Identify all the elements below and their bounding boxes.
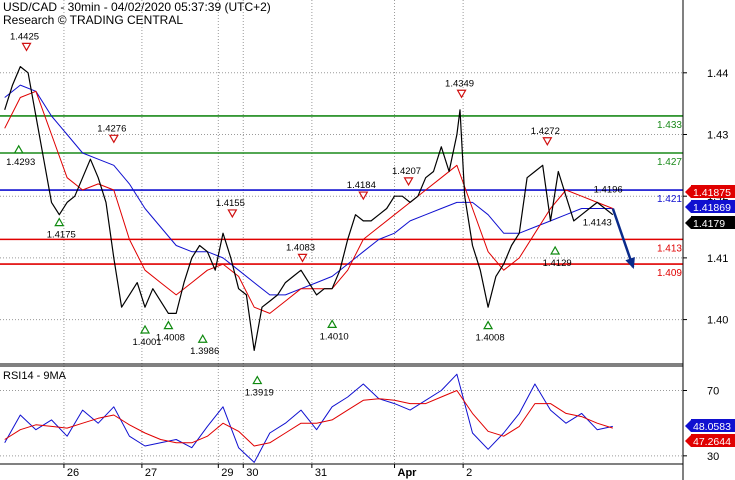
high-marker-icon bbox=[542, 137, 553, 146]
price-annotations: 1.44251.42931.42761.41751.41551.40011.40… bbox=[6, 31, 623, 398]
annotation-label: 1.4083 bbox=[286, 242, 315, 253]
low-marker-icon bbox=[252, 375, 263, 385]
series-rsi_ma bbox=[4, 390, 613, 447]
price-tag-box bbox=[691, 434, 735, 447]
low-marker-icon bbox=[163, 320, 174, 330]
rsi-y-tick-label: 70 bbox=[707, 386, 719, 398]
x-tick-label: 31 bbox=[315, 467, 327, 479]
annotation-label: 1.4175 bbox=[47, 230, 76, 241]
low-marker-icon bbox=[13, 144, 24, 154]
x-tick-label: Apr bbox=[398, 467, 418, 479]
price-tag-label: 1.41875 bbox=[693, 187, 731, 199]
low-marker-icon bbox=[483, 320, 494, 330]
series-rsi bbox=[4, 373, 613, 463]
low-marker-icon bbox=[139, 324, 151, 334]
x-tick-label: 26 bbox=[67, 467, 79, 479]
high-marker-icon bbox=[403, 177, 414, 187]
price-series bbox=[4, 65, 635, 351]
y-tick-label: 1.41 bbox=[707, 253, 728, 265]
low-marker-icon bbox=[550, 245, 561, 255]
chart-source: Research © TRADING CENTRAL bbox=[3, 13, 183, 27]
level-label: 1.409 bbox=[657, 268, 682, 279]
price-tag-box bbox=[691, 200, 735, 213]
price-tag: 47.2644 bbox=[685, 434, 735, 448]
annotation-label: 1.4207 bbox=[392, 166, 421, 177]
annotation-label: 1.3919 bbox=[245, 388, 274, 399]
series-ma_slow bbox=[4, 84, 613, 296]
annotation-label: 1.4143 bbox=[583, 217, 612, 228]
price-tag-label: 1.4179 bbox=[693, 218, 725, 230]
price-tag: 1.41875 bbox=[685, 185, 735, 199]
low-marker-icon bbox=[54, 217, 65, 227]
annotation-label: 1.4008 bbox=[476, 333, 505, 344]
price-tag: 1.41869 bbox=[685, 200, 735, 214]
y-tick-label: 1.44 bbox=[707, 68, 728, 80]
annotation-label: 1.4155 bbox=[216, 198, 245, 209]
price-tag-label: 1.41869 bbox=[693, 202, 731, 214]
y-tick-label: 1.43 bbox=[707, 129, 728, 141]
price-tag: 48.0583 bbox=[685, 419, 735, 433]
price-tag-pointer bbox=[685, 420, 691, 432]
level-label: 1.433 bbox=[657, 120, 682, 131]
price-tag-box bbox=[691, 216, 735, 229]
high-marker-icon bbox=[21, 42, 32, 52]
price-tag-pointer bbox=[685, 186, 691, 198]
level-label: 1.413 bbox=[657, 243, 682, 254]
high-marker-icon bbox=[358, 191, 369, 201]
x-tick-label: 2 bbox=[466, 467, 472, 479]
annotation-label: 1.4349 bbox=[445, 78, 474, 89]
annotation-label: 1.4010 bbox=[320, 331, 349, 342]
chart-title: USD/CAD - 30min - 04/02/2020 05:37:39 (U… bbox=[3, 0, 271, 14]
low-marker-icon bbox=[197, 334, 208, 343]
rsi-y-tick-label: 30 bbox=[707, 451, 719, 463]
high-marker-icon bbox=[297, 253, 308, 263]
x-tick-label: 30 bbox=[246, 467, 258, 479]
price-tag-label: 48.0583 bbox=[693, 421, 731, 433]
price-tag: 1.4179 bbox=[685, 216, 735, 230]
rsi-panel: RSI14 - 9MA bbox=[0, 370, 683, 463]
series-price bbox=[4, 65, 614, 351]
price-tag-box bbox=[691, 185, 735, 198]
annotation-label: 1.3986 bbox=[190, 346, 219, 357]
projection-arrowhead bbox=[625, 257, 635, 269]
y-tick-label: 1.40 bbox=[707, 315, 728, 327]
annotation-label: 1.4008 bbox=[156, 333, 185, 344]
series-ma_fast bbox=[4, 90, 613, 314]
high-marker-icon bbox=[227, 209, 238, 219]
annotation-label: 1.4184 bbox=[347, 180, 376, 191]
level-label: 1.427 bbox=[657, 157, 682, 168]
annotation-label: 1.4276 bbox=[97, 123, 126, 134]
level-label: 1.421 bbox=[657, 194, 682, 205]
price-tag-pointer bbox=[685, 435, 691, 447]
annotation-label: 1.4129 bbox=[543, 258, 572, 269]
price-tag-box bbox=[691, 419, 735, 432]
rsi-title: RSI14 - 9MA bbox=[3, 370, 67, 382]
annotation-label: 1.4001 bbox=[132, 337, 161, 348]
projection-arrow-line bbox=[611, 208, 635, 268]
price-tag-pointer bbox=[685, 217, 691, 229]
low-marker-icon bbox=[327, 319, 338, 329]
annotation-label: 1.4293 bbox=[6, 157, 35, 168]
high-marker-icon bbox=[108, 134, 119, 144]
high-marker-icon bbox=[456, 89, 467, 99]
price-grid bbox=[0, 0, 683, 464]
level-lines: 1.433 1.427 1.421 1.413 1.409 bbox=[0, 115, 683, 279]
annotation-label: 1.4196 bbox=[594, 185, 623, 196]
price-tag-label: 47.2644 bbox=[693, 436, 731, 448]
price-tags: 1.41875 1.41869 1.4179 48.0583 47.2644 bbox=[685, 185, 735, 448]
annotation-label: 1.4425 bbox=[10, 31, 39, 42]
x-tick-label: 29 bbox=[221, 467, 233, 479]
x-tick-label: 27 bbox=[145, 467, 157, 479]
price-tag-pointer bbox=[685, 201, 691, 213]
annotation-label: 1.4272 bbox=[531, 126, 560, 137]
